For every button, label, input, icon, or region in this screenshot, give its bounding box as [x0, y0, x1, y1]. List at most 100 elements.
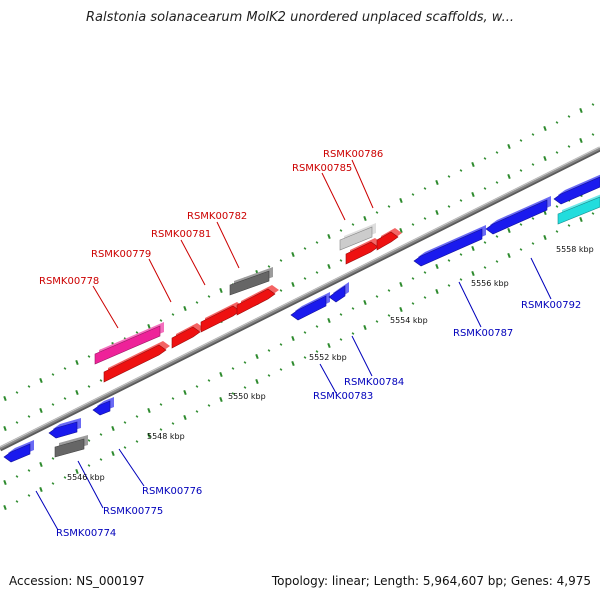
- track-dot: [3, 504, 7, 511]
- gene-callout[interactable]: RSMK00786: [323, 149, 383, 209]
- track-dot: [531, 242, 535, 245]
- gene-feature-g3[interactable]: [54, 435, 88, 458]
- gene-label[interactable]: RSMK00787: [453, 328, 513, 339]
- gene-front-face: [290, 295, 327, 321]
- track-dot: [267, 349, 271, 352]
- gene-callout[interactable]: RSMK00783: [313, 363, 373, 402]
- track-dot: [243, 386, 247, 389]
- gene-front-face: [553, 176, 600, 205]
- gene-feature-g13[interactable]: [339, 223, 376, 251]
- gene-callout[interactable]: RSMK00779: [91, 249, 172, 303]
- track-dot: [375, 295, 379, 298]
- gene-feature-g11[interactable]: [290, 292, 330, 321]
- track-dot: [171, 397, 175, 400]
- gene-label[interactable]: RSMK00784: [344, 377, 404, 388]
- gene-feature-g12[interactable]: [328, 282, 349, 303]
- gene-callout[interactable]: RSMK00775: [77, 460, 163, 517]
- track-dot: [459, 253, 463, 256]
- callout-leader-line: [351, 159, 374, 209]
- gene-label[interactable]: RSMK00778: [39, 276, 99, 287]
- track-dot: [291, 335, 295, 342]
- track-dot: [15, 500, 19, 503]
- gene-label[interactable]: RSMK00774: [56, 528, 116, 539]
- track-dot: [579, 216, 583, 223]
- track-dot: [15, 475, 19, 478]
- track-dot: [27, 385, 31, 388]
- track-dot: [519, 223, 523, 226]
- track-dot: [423, 217, 427, 220]
- gene-feature-g15[interactable]: [376, 228, 402, 251]
- callout-leader-line: [148, 258, 172, 303]
- position-label: 5550 kbp: [228, 392, 266, 401]
- gene-label[interactable]: RSMK00782: [187, 211, 247, 222]
- callout-leader-line: [216, 221, 240, 269]
- gene-feature-g7[interactable]: [171, 323, 204, 349]
- gene-callout[interactable]: RSMK00784: [344, 335, 404, 388]
- gene-callout[interactable]: RSMK00778: [39, 276, 119, 329]
- gene-feature-g16[interactable]: [413, 225, 486, 267]
- track-dot: [471, 191, 475, 198]
- callout-leader-line: [35, 490, 59, 531]
- track-dot: [183, 305, 187, 312]
- gene-feature-g6[interactable]: [103, 341, 170, 383]
- gene-feature-g19[interactable]: [557, 193, 600, 225]
- gene-feature-g14[interactable]: [345, 238, 382, 265]
- callout-leader-line: [458, 281, 482, 328]
- track-dot: [339, 338, 343, 341]
- gene-front-face: [229, 270, 270, 296]
- track-dot: [591, 133, 595, 136]
- track-dot: [27, 494, 31, 497]
- gene-callout[interactable]: RSMK00787: [453, 281, 513, 339]
- track-dot: [3, 425, 7, 432]
- gene-front-face: [54, 438, 85, 458]
- track-dot: [507, 143, 511, 150]
- gene-features: [3, 173, 600, 463]
- track-dot: [219, 287, 223, 294]
- position-label: 5552 kbp: [309, 353, 347, 362]
- gene-callout[interactable]: RSMK00785: [292, 163, 352, 221]
- callout-leader-line: [351, 335, 373, 377]
- gene-feature-g9[interactable]: [236, 285, 279, 316]
- gene-front-face: [413, 228, 483, 267]
- gene-label[interactable]: RSMK00786: [323, 149, 383, 160]
- gene-label[interactable]: RSMK00785: [292, 163, 352, 174]
- track-dot: [279, 343, 283, 346]
- gene-feature-g5[interactable]: [94, 322, 164, 365]
- gene-front-face: [3, 443, 31, 463]
- gene-callout[interactable]: RSMK00776: [118, 448, 202, 497]
- gene-feature-g18[interactable]: [553, 173, 600, 205]
- gene-label[interactable]: RSMK00776: [142, 486, 202, 497]
- gene-label[interactable]: RSMK00792: [521, 300, 581, 311]
- track-dot: [531, 133, 535, 136]
- track-dot: [543, 234, 547, 241]
- gene-callout[interactable]: RSMK00774: [35, 490, 116, 539]
- gene-feature-g10[interactable]: [229, 267, 273, 296]
- gene-callout[interactable]: RSMK00781: [151, 229, 211, 286]
- track-dot: [423, 187, 427, 190]
- map-title: Ralstonia solanacearum MolK2 unordered u…: [85, 10, 514, 25]
- gene-feature-g1[interactable]: [3, 440, 34, 463]
- gene-feature-g17[interactable]: [485, 196, 551, 235]
- track-dot: [423, 271, 427, 274]
- track-dot: [483, 157, 487, 160]
- gene-feature-g4[interactable]: [92, 397, 114, 416]
- callout-leader-line: [118, 448, 145, 487]
- position-labels: 5546 kbp 5548 kbp 5550 kbp 5552 kbp 5554 kbp…: [67, 245, 594, 482]
- gene-label[interactable]: RSMK00781: [151, 229, 211, 240]
- track-dot: [351, 307, 355, 310]
- position-label: 5558 kbp: [556, 245, 594, 254]
- track-dot: [459, 199, 463, 202]
- track-dot: [555, 121, 559, 124]
- track-dot: [207, 295, 211, 298]
- gene-front-face: [92, 400, 111, 416]
- gene-label[interactable]: RSMK00783: [313, 391, 373, 402]
- gene-label[interactable]: RSMK00779: [91, 249, 151, 260]
- gene-callout[interactable]: RSMK00782: [187, 211, 247, 269]
- gene-callout[interactable]: RSMK00792: [521, 257, 581, 311]
- gene-feature-g8[interactable]: [200, 302, 244, 333]
- gene-feature-g2[interactable]: [48, 418, 81, 439]
- gene-label[interactable]: RSMK00775: [103, 506, 163, 517]
- track-dot: [207, 379, 211, 382]
- track-dot: [411, 193, 415, 196]
- track-dot: [327, 263, 331, 270]
